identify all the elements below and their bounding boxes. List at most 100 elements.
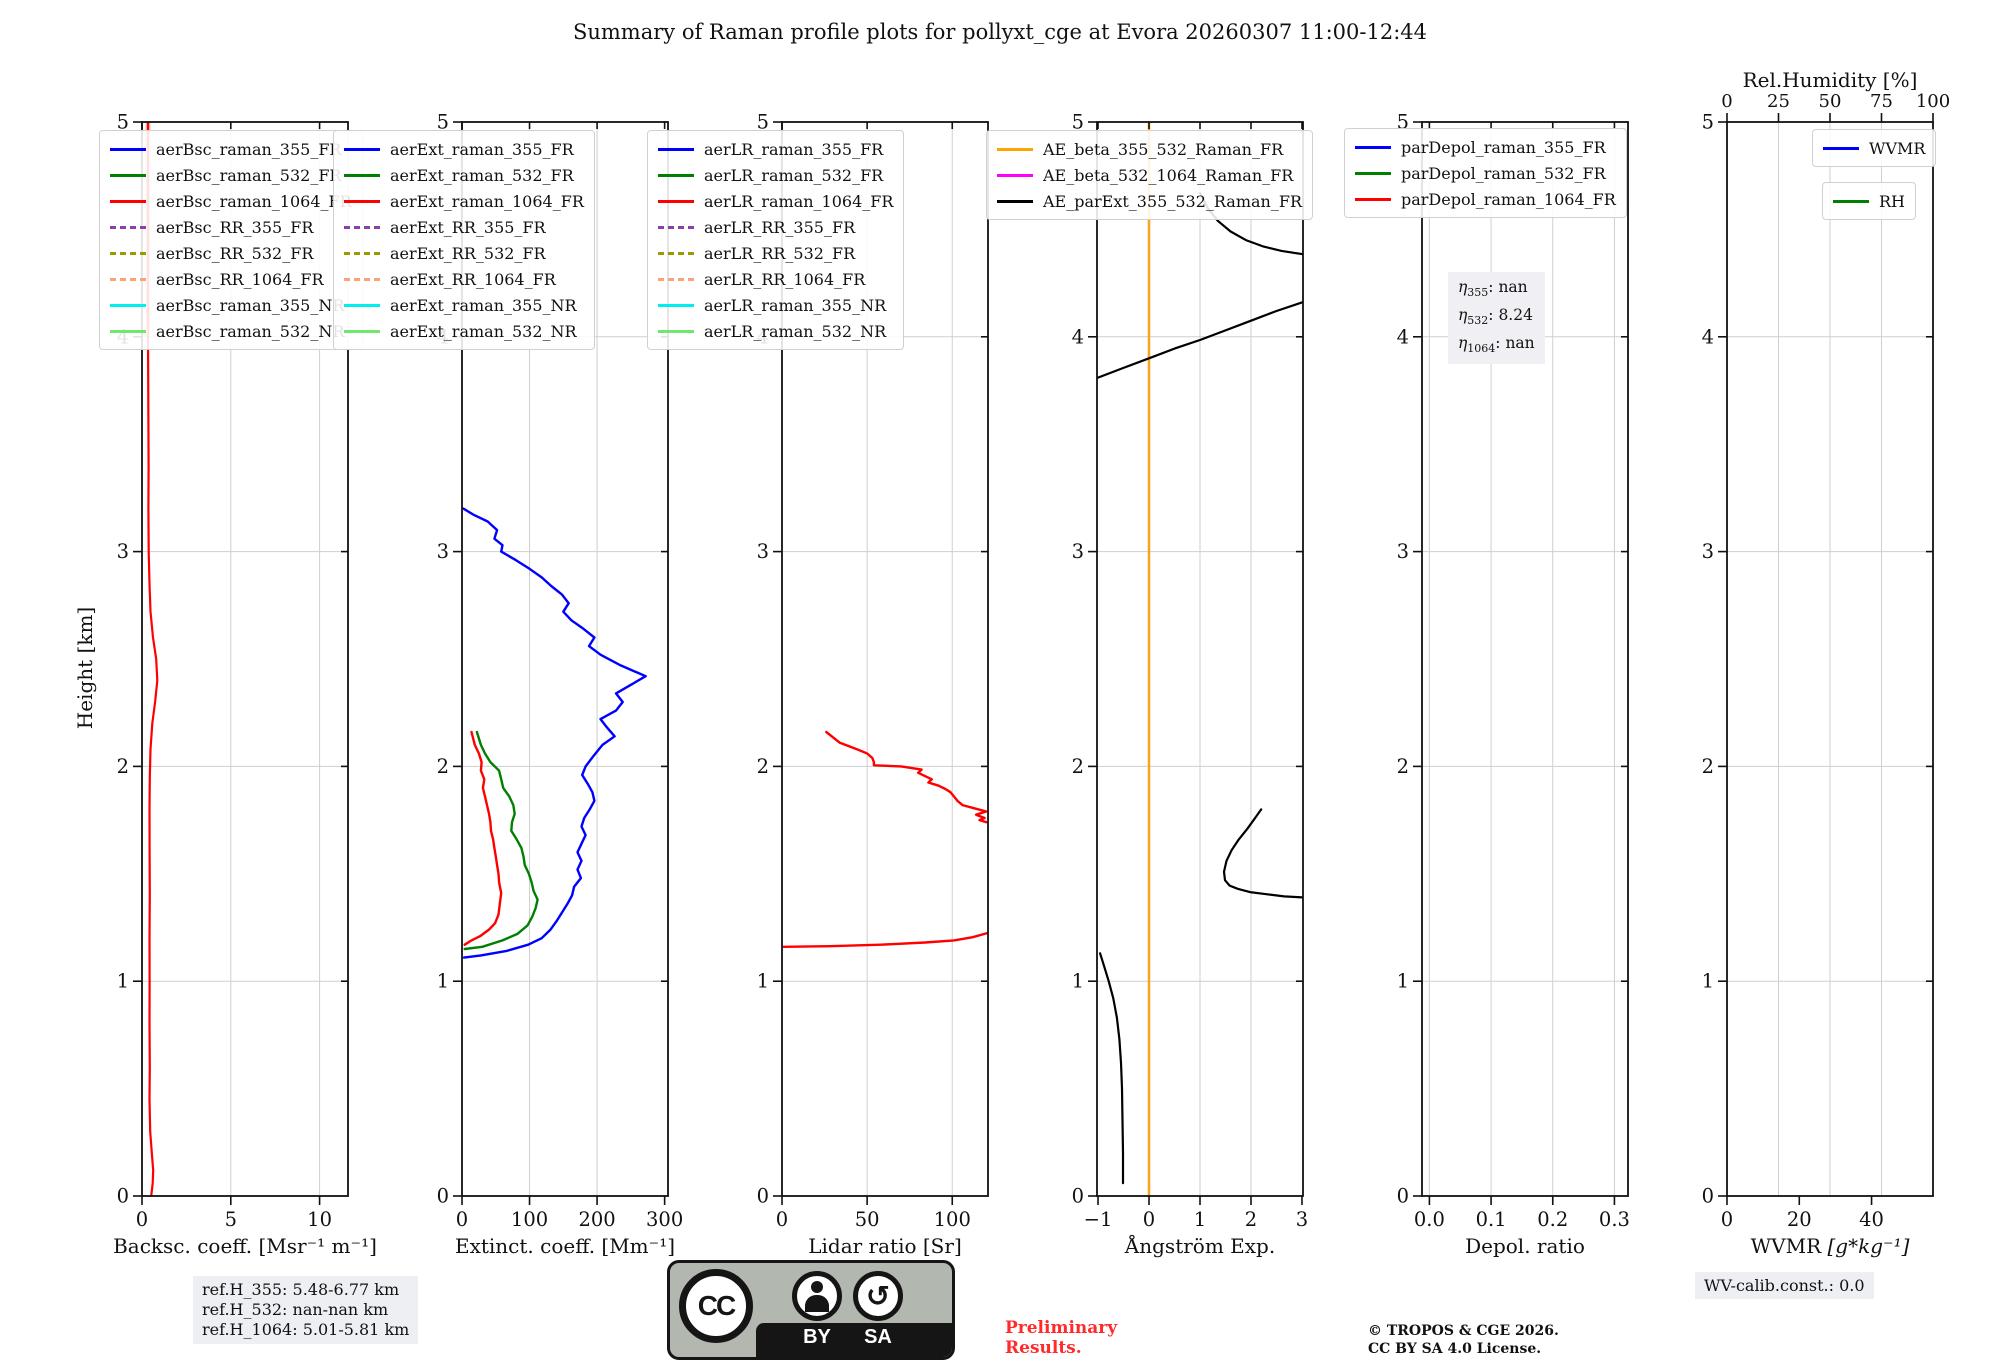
legend-line-swatch bbox=[110, 225, 146, 229]
ref-h-1064: ref.H_1064: 5.01-5.81 km bbox=[202, 1320, 410, 1339]
ref-h-355: ref.H_355: 5.48-6.77 km bbox=[202, 1280, 400, 1299]
legend-item: AE_beta_355_532_Raman_FR bbox=[997, 136, 1302, 162]
legend-label: AE_parExt_355_532_Raman_FR bbox=[1043, 191, 1302, 211]
legend-line-swatch bbox=[110, 173, 146, 177]
cc-by-sa-badge: CC ↺ BY SA bbox=[667, 1260, 955, 1360]
legend-label: parDepol_raman_1064_FR bbox=[1401, 189, 1616, 209]
y-tick-label: 1 bbox=[1072, 970, 1084, 993]
legend-line-swatch bbox=[110, 277, 146, 281]
legend-line-swatch bbox=[110, 147, 146, 151]
x-tick-label: 0.3 bbox=[1599, 1208, 1630, 1231]
rh-tick-label: 0 bbox=[1721, 91, 1732, 112]
legend-item: aerExt_raman_355_FR bbox=[344, 136, 584, 162]
legend-label: aerLR_raman_355_NR bbox=[704, 295, 887, 315]
y-tick-label: 2 bbox=[1397, 755, 1409, 778]
badge-by-label: BY bbox=[803, 1326, 831, 1348]
y-tick-label: 2 bbox=[1702, 755, 1714, 778]
plot-frame bbox=[781, 121, 989, 1197]
legend-item: aerLR_RR_1064_FR bbox=[658, 266, 893, 292]
y-tick-label: 1 bbox=[1702, 970, 1714, 993]
person-head bbox=[811, 1281, 823, 1293]
aerExt_raman_1064_FR-curve bbox=[463, 730, 503, 946]
preliminary-line1: Preliminary bbox=[1005, 1318, 1118, 1338]
legend-line-swatch bbox=[344, 277, 380, 281]
legend-label: aerBsc_raman_355_NR bbox=[156, 295, 345, 315]
aerExt_raman_532_FR-curve bbox=[463, 730, 539, 951]
y-tick-label: 1 bbox=[757, 970, 769, 993]
legend-label: aerBsc_RR_355_FR bbox=[156, 217, 314, 237]
y-tick-label: 3 bbox=[1702, 540, 1714, 563]
legend-line-swatch bbox=[344, 199, 380, 203]
AE_parExt_355_532_Raman_FR-curve bbox=[1097, 301, 1303, 379]
y-tick-label: 1 bbox=[117, 970, 129, 993]
legend-label: aerLR_raman_355_FR bbox=[704, 139, 884, 159]
legend-item: aerLR_raman_532_NR bbox=[658, 318, 893, 344]
legend-label: aerExt_raman_355_NR bbox=[390, 295, 577, 315]
legend-line-swatch bbox=[344, 225, 380, 229]
eta-line-1064: η1064: nan bbox=[1458, 332, 1535, 360]
x-tick-label: 200 bbox=[578, 1208, 615, 1231]
rh-tick-label: 75 bbox=[1870, 91, 1893, 112]
legend-item: aerBsc_RR_355_FR bbox=[110, 214, 352, 240]
legend-line-swatch bbox=[658, 147, 694, 151]
copyright-line1: © TROPOS & CGE 2026. bbox=[1368, 1323, 1559, 1339]
share-alike-arrow-icon: ↺ bbox=[865, 1279, 891, 1313]
panel-extinction: 0100200300012345 bbox=[437, 111, 684, 1232]
legend-label: aerBsc_RR_1064_FR bbox=[156, 269, 324, 289]
legend-item: aerLR_RR_355_FR bbox=[658, 214, 893, 240]
y-axis-title: Height [km] bbox=[73, 606, 97, 730]
preliminary-results-note: Preliminary Results. bbox=[1005, 1318, 1117, 1358]
eta-annotation: η355: nan η532: 8.24 η1064: nan bbox=[1448, 272, 1545, 365]
legend-label: AE_beta_355_532_Raman_FR bbox=[1043, 139, 1284, 159]
x-tick-label: 300 bbox=[646, 1208, 683, 1231]
y-tick-label: 2 bbox=[117, 755, 129, 778]
legend-item: aerBsc_raman_532_FR bbox=[110, 162, 352, 188]
legend-label: parDepol_raman_532_FR bbox=[1401, 163, 1606, 183]
legend-line-swatch bbox=[658, 277, 694, 281]
legend-line-swatch bbox=[344, 303, 380, 307]
legend-label: aerBsc_RR_532_FR bbox=[156, 243, 314, 263]
x-tick-label: 0.0 bbox=[1414, 1208, 1445, 1231]
legend-item: aerLR_raman_355_FR bbox=[658, 136, 893, 162]
y-tick-label: 0 bbox=[437, 1185, 449, 1208]
legend-line-swatch bbox=[997, 173, 1033, 177]
rh-tick-label: 50 bbox=[1819, 91, 1842, 112]
x-tick-label: 20 bbox=[1787, 1208, 1812, 1231]
x-tick-label: 1 bbox=[1194, 1208, 1206, 1231]
copyright-line2: CC BY SA 4.0 License. bbox=[1368, 1341, 1542, 1357]
legend-line-swatch bbox=[1823, 146, 1859, 150]
y-tick-label: 3 bbox=[1397, 540, 1409, 563]
aerExt_raman_355_FR-curve bbox=[462, 507, 647, 959]
y-tick-label: 2 bbox=[437, 755, 449, 778]
y-tick-label: 5 bbox=[1072, 111, 1084, 134]
legend-label: aerLR_raman_532_FR bbox=[704, 165, 884, 185]
eta-line-355: η355: nan bbox=[1458, 276, 1535, 304]
preliminary-line2: Results. bbox=[1005, 1338, 1082, 1358]
y-tick-label: 3 bbox=[437, 540, 449, 563]
attribution-person-icon bbox=[792, 1271, 842, 1321]
legend-label: aerBsc_raman_532_FR bbox=[156, 165, 342, 185]
legend-item: parDepol_raman_1064_FR bbox=[1355, 186, 1616, 212]
x-axis-title-depol: Depol. ratio bbox=[1465, 1234, 1585, 1258]
legend-label: aerExt_RR_532_FR bbox=[390, 243, 546, 263]
x-axis-title-backscatter: Backsc. coeff. [Msr⁻¹ m⁻¹] bbox=[113, 1234, 377, 1258]
y-tick-label: 5 bbox=[117, 111, 129, 134]
legend-label: aerLR_RR_355_FR bbox=[704, 217, 856, 237]
legend-label: aerExt_raman_532_FR bbox=[390, 165, 574, 185]
x-tick-label: 0 bbox=[136, 1208, 148, 1231]
legend-item: aerBsc_raman_355_FR bbox=[110, 136, 352, 162]
AE_parExt_355_532_Raman_FR-curve bbox=[1099, 952, 1125, 1185]
plot-frame bbox=[461, 121, 669, 1197]
legend-label: aerLR_RR_1064_FR bbox=[704, 269, 866, 289]
x-tick-label: 0 bbox=[456, 1208, 468, 1231]
x-tick-label: 0 bbox=[1143, 1208, 1155, 1231]
legend-item: aerLR_raman_355_NR bbox=[658, 292, 893, 318]
badge-sa-label: SA bbox=[864, 1326, 892, 1348]
legend-item: aerExt_RR_1064_FR bbox=[344, 266, 584, 292]
legend-line-swatch bbox=[658, 303, 694, 307]
legend-label: aerExt_RR_1064_FR bbox=[390, 269, 556, 289]
y-tick-label: 5 bbox=[1397, 111, 1409, 134]
